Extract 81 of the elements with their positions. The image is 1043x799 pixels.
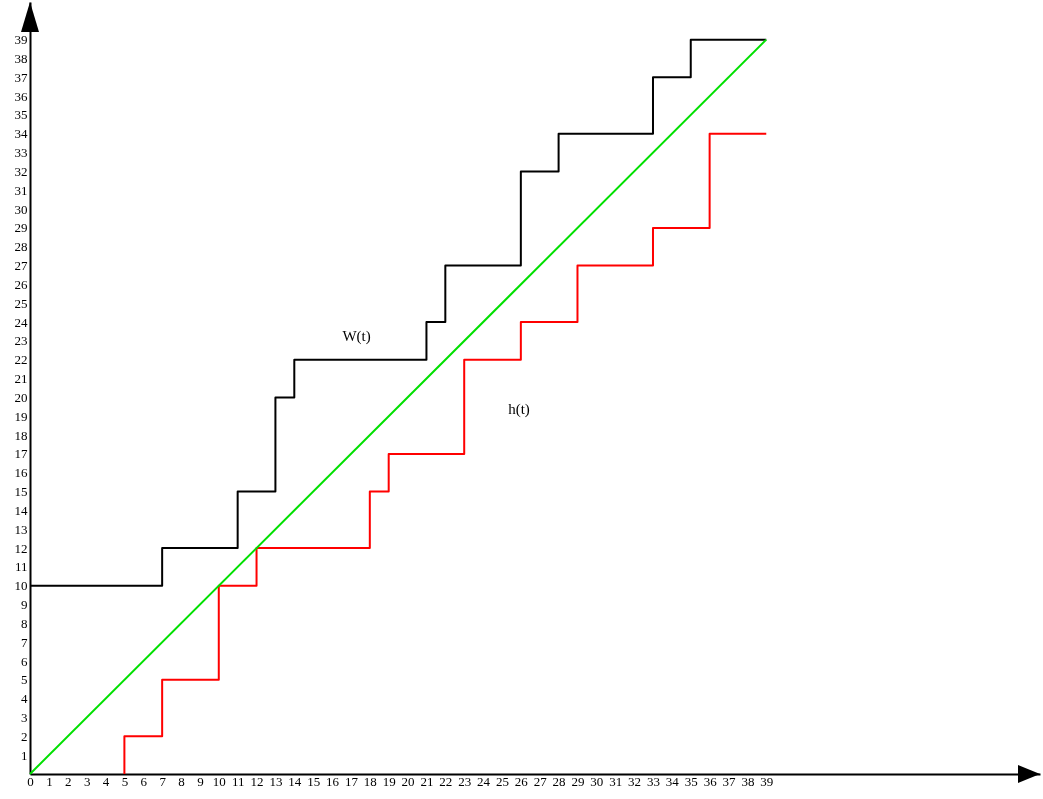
y-tick-label: 32: [14, 163, 28, 179]
y-tick-label: 36: [14, 88, 28, 104]
y-tick-label: 23: [14, 333, 28, 349]
y-tick-label: 14: [14, 502, 28, 518]
y-tick-label: 28: [14, 239, 28, 255]
x-tick-label: 2: [65, 773, 72, 789]
y-tick-label: 20: [14, 389, 28, 405]
y-tick-label: 11: [14, 559, 28, 575]
x-tick-label: 32: [628, 773, 642, 789]
x-tick-label: 16: [326, 773, 340, 789]
annotation: h(t): [508, 400, 530, 418]
x-tick-label: 9: [197, 773, 204, 789]
y-tick-label: 31: [14, 182, 28, 198]
x-tick-label: 18: [363, 773, 377, 789]
x-tick-label: 0: [27, 773, 34, 789]
y-tick-label: 27: [14, 258, 28, 274]
y-tick-label: 6: [21, 653, 28, 669]
x-tick-label: 28: [552, 773, 566, 789]
x-tick-label: 19: [382, 773, 396, 789]
x-tick-label: 31: [609, 773, 623, 789]
x-tick-label: 12: [250, 773, 264, 789]
y-tick-label: 16: [14, 465, 28, 481]
x-tick-label: 33: [646, 773, 660, 789]
y-tick-label: 2: [21, 728, 28, 744]
y-tick-label: 34: [14, 126, 28, 142]
x-tick-label: 1: [46, 773, 53, 789]
x-tick-label: 34: [665, 773, 680, 789]
x-tick-label: 8: [178, 773, 185, 789]
x-tick-label: 17: [344, 773, 359, 789]
x-tick-label: 24: [477, 773, 491, 789]
x-tick-label: 15: [307, 773, 321, 789]
x-tick-label: 4: [102, 773, 110, 789]
y-tick-label: 35: [14, 107, 28, 123]
x-tick-label: 26: [514, 773, 529, 789]
y-tick-label: 17: [14, 446, 28, 462]
x-tick-label: 3: [83, 773, 91, 789]
y-tick-label: 21: [14, 371, 28, 387]
y-tick-label: 7: [21, 634, 28, 650]
y-tick-label: 24: [14, 314, 28, 330]
y-tick-label: 33: [14, 145, 28, 161]
x-tick-label: 21: [420, 773, 434, 789]
x-tick-label: 23: [458, 773, 472, 789]
x-tick-label: 14: [288, 773, 302, 789]
y-tick-label: 10: [14, 578, 28, 594]
x-tick-label: 36: [703, 773, 718, 789]
y-tick-label: 15: [14, 484, 28, 500]
y-tick-label: 9: [21, 597, 28, 613]
x-tick-label: 22: [439, 773, 453, 789]
y-tick-label: 8: [21, 615, 28, 631]
x-tick-label: 27: [533, 773, 548, 789]
y-tick-label: 5: [21, 672, 28, 688]
annotation: W(t): [342, 327, 371, 345]
x-tick-label: 35: [684, 773, 698, 789]
y-tick-label: 22: [14, 352, 28, 368]
y-tick-label: 37: [14, 69, 28, 85]
y-tick-label: 29: [14, 220, 28, 236]
x-tick-label: 37: [722, 773, 736, 789]
x-tick-label: 20: [401, 773, 415, 789]
y-tick-label: 1: [21, 747, 28, 763]
y-tick-label: 26: [14, 276, 28, 292]
y-tick-label: 12: [14, 540, 28, 556]
y-tick-label: 3: [21, 710, 28, 726]
x-tick-label: 10: [212, 773, 226, 789]
x-tick-label: 25: [495, 773, 509, 789]
y-tick-label: 25: [14, 295, 28, 311]
x-tick-label: 29: [571, 773, 585, 789]
x-tick-label: 11: [231, 773, 245, 789]
x-tick-label: 39: [760, 773, 774, 789]
y-tick-label: 19: [14, 408, 28, 424]
x-tick-label: 30: [590, 773, 604, 789]
y-tick-label: 4: [21, 691, 28, 707]
x-tick-label: 7: [159, 773, 167, 789]
x-tick-label: 38: [741, 773, 755, 789]
y-tick-label: 18: [14, 427, 28, 443]
y-tick-label: 39: [14, 32, 28, 48]
y-tick-label: 30: [14, 201, 28, 217]
x-tick-label: 6: [140, 773, 148, 789]
y-tick-label: 13: [14, 521, 28, 537]
x-tick-label: 5: [121, 773, 129, 789]
x-tick-label: 13: [269, 773, 283, 789]
y-tick-label: 38: [14, 50, 28, 66]
